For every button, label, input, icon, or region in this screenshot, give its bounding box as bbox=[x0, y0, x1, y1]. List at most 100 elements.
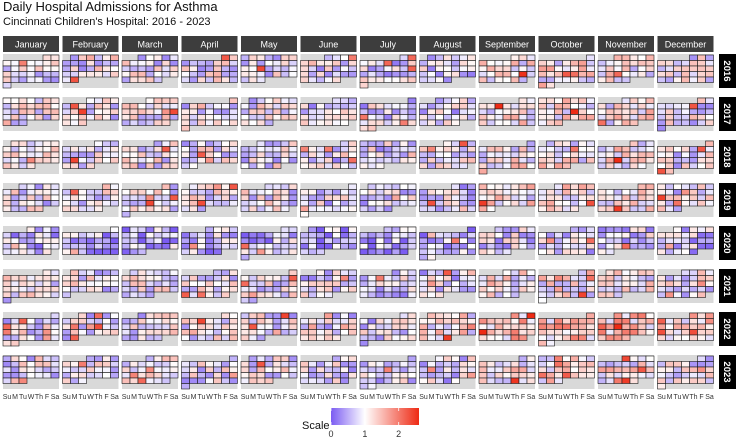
day-cell bbox=[340, 366, 349, 373]
day-cell bbox=[629, 194, 639, 201]
day-cell bbox=[240, 312, 250, 319]
day-cell bbox=[78, 162, 87, 169]
year-strip bbox=[719, 183, 736, 217]
day-cell bbox=[681, 334, 690, 341]
day-cell bbox=[197, 189, 206, 196]
weekday-tick-label: Sa bbox=[51, 394, 60, 401]
day-cell bbox=[205, 157, 214, 164]
day-cell bbox=[121, 200, 131, 207]
day-cell bbox=[673, 189, 682, 196]
day-cell bbox=[605, 103, 615, 110]
day-cell bbox=[494, 151, 504, 158]
day-cell bbox=[221, 280, 230, 287]
day-cell bbox=[340, 157, 349, 164]
day-cell bbox=[578, 194, 587, 201]
day-cell bbox=[665, 280, 674, 287]
day-cell bbox=[407, 65, 417, 72]
day-cell bbox=[578, 226, 587, 233]
day-cell bbox=[161, 205, 171, 212]
day-cell bbox=[494, 162, 504, 169]
day-cell bbox=[399, 60, 409, 67]
day-cell bbox=[443, 275, 452, 282]
day-cell bbox=[221, 108, 230, 115]
day-cell bbox=[256, 119, 266, 126]
day-cell bbox=[332, 355, 341, 362]
day-cell bbox=[288, 243, 298, 250]
weekday-tick-label: Th bbox=[451, 394, 459, 401]
day-cell bbox=[26, 76, 36, 83]
weekday-tick-label: Tu bbox=[19, 394, 27, 401]
day-cell bbox=[570, 243, 579, 250]
day-cell bbox=[129, 200, 139, 207]
day-cell bbox=[181, 200, 190, 207]
day-cell bbox=[689, 71, 698, 78]
day-cell bbox=[272, 60, 282, 67]
day-cell bbox=[673, 200, 682, 207]
day-cell bbox=[399, 151, 409, 158]
day-cell bbox=[637, 108, 647, 115]
day-cell bbox=[70, 119, 79, 126]
day-cell bbox=[629, 312, 639, 319]
day-cell bbox=[300, 329, 309, 336]
day-cell bbox=[348, 114, 357, 121]
day-cell bbox=[10, 71, 20, 78]
day-cell bbox=[197, 71, 206, 78]
day-cell bbox=[391, 71, 401, 78]
day-cell bbox=[221, 226, 230, 233]
day-cell bbox=[181, 383, 190, 390]
day-cell bbox=[697, 361, 706, 368]
day-cell bbox=[264, 361, 274, 368]
day-cell bbox=[375, 280, 385, 287]
day-cell bbox=[578, 60, 587, 67]
day-cell bbox=[102, 108, 111, 115]
day-cell bbox=[50, 334, 60, 341]
weekday-tick-label: M bbox=[72, 394, 78, 401]
day-cell bbox=[300, 162, 309, 169]
day-cell bbox=[18, 291, 28, 298]
day-cell bbox=[348, 140, 357, 147]
day-cell bbox=[18, 183, 28, 190]
day-cell bbox=[129, 243, 139, 250]
day-cell bbox=[121, 361, 131, 368]
day-cell bbox=[42, 76, 52, 83]
day-cell bbox=[570, 366, 579, 373]
day-cell bbox=[605, 108, 615, 115]
day-cell bbox=[391, 237, 401, 244]
day-cell bbox=[657, 291, 666, 298]
day-cell bbox=[407, 200, 417, 207]
day-cell bbox=[478, 248, 488, 255]
day-cell bbox=[443, 76, 452, 83]
day-cell bbox=[407, 103, 417, 110]
day-cell bbox=[427, 248, 436, 255]
day-cell bbox=[10, 361, 20, 368]
day-cell bbox=[340, 329, 349, 336]
weekday-tick-label: M bbox=[429, 394, 435, 401]
day-cell bbox=[86, 312, 95, 319]
day-cell bbox=[427, 60, 436, 67]
day-cell bbox=[526, 377, 536, 384]
day-cell bbox=[205, 76, 214, 83]
day-cell bbox=[248, 297, 258, 304]
day-cell bbox=[586, 189, 595, 196]
day-cell bbox=[570, 146, 579, 153]
day-cell bbox=[205, 146, 214, 153]
day-cell bbox=[367, 334, 377, 341]
day-cell bbox=[538, 291, 547, 298]
day-cell bbox=[494, 200, 504, 207]
day-cell bbox=[578, 286, 587, 293]
day-cell bbox=[494, 65, 504, 72]
day-cell bbox=[705, 334, 714, 341]
day-cell bbox=[161, 146, 171, 153]
day-cell bbox=[197, 361, 206, 368]
day-cell bbox=[597, 103, 607, 110]
day-cell bbox=[78, 366, 87, 373]
day-cell bbox=[621, 97, 631, 104]
day-cell bbox=[613, 151, 623, 158]
day-cell bbox=[605, 226, 615, 233]
day-cell bbox=[332, 318, 341, 325]
day-cell bbox=[435, 157, 444, 164]
day-cell bbox=[407, 355, 417, 362]
day-cell bbox=[526, 275, 536, 282]
day-cell bbox=[578, 329, 587, 336]
day-cell bbox=[169, 194, 179, 201]
